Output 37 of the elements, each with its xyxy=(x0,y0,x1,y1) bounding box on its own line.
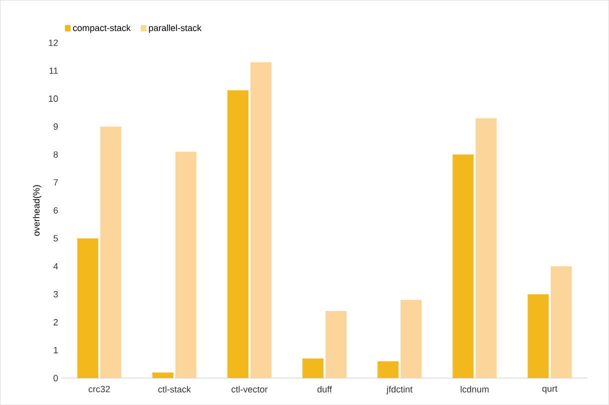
x-tick-label: crc32 xyxy=(88,386,110,392)
bar xyxy=(528,294,549,378)
bar xyxy=(100,126,122,378)
bar xyxy=(152,372,174,378)
x-tick-label: lcdnum xyxy=(460,386,489,393)
x-tick-label: qurt xyxy=(542,386,558,394)
bar xyxy=(326,311,347,378)
legend-label: compact-stack xyxy=(73,24,131,33)
y-tick-label: 6 xyxy=(54,207,58,214)
y-tick-label: 3 xyxy=(54,291,58,298)
y-tick-label: 7 xyxy=(54,179,58,186)
y-tick-label: 2 xyxy=(54,319,58,326)
y-tick-label: 9 xyxy=(54,123,58,130)
legend-label: parallel-stack xyxy=(149,24,202,33)
y-tick-label: 1 xyxy=(54,347,58,354)
x-tick-label: ctl-stack xyxy=(158,386,191,393)
y-tick-label: 8 xyxy=(54,151,58,158)
y-axis-title: overhead(%) xyxy=(32,185,42,236)
bar xyxy=(476,118,497,378)
x-tick-label: jfdctint xyxy=(386,386,413,394)
y-tick-label: 10 xyxy=(48,96,58,102)
y-tick-label: 11 xyxy=(50,68,58,74)
bar xyxy=(227,90,248,378)
x-tick-label: duff xyxy=(317,386,332,393)
bar xyxy=(77,238,98,378)
bar xyxy=(378,361,399,378)
bar xyxy=(302,358,324,378)
bar xyxy=(452,154,474,378)
bar xyxy=(400,300,422,378)
y-tick-label: 4 xyxy=(53,263,58,270)
bar xyxy=(175,152,196,378)
y-tick-label: 0 xyxy=(54,374,58,382)
y-tick-label: 12 xyxy=(48,40,58,46)
x-tick-label: ctl-vector xyxy=(232,386,268,393)
y-tick-label: 5 xyxy=(54,235,58,242)
bar xyxy=(250,62,272,378)
bar xyxy=(550,266,572,378)
